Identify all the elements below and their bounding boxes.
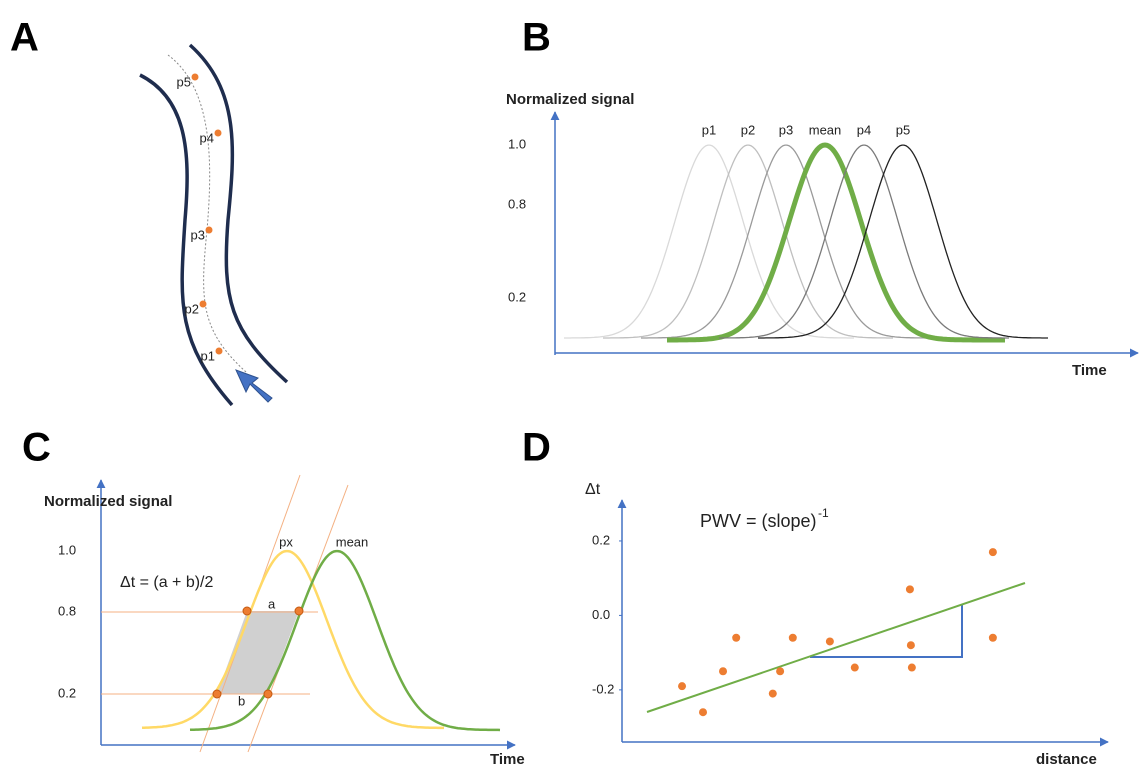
formula: Δt = (a + b)/2 <box>120 574 214 591</box>
curve <box>641 144 931 339</box>
panel-letter: C <box>22 426 51 470</box>
point <box>294 606 304 616</box>
curve-label: p2 <box>741 122 755 137</box>
point <box>906 641 915 650</box>
point <box>825 637 834 646</box>
chart-title-sup: -1 <box>818 506 829 520</box>
point <box>242 606 252 616</box>
point <box>719 667 728 676</box>
point <box>214 129 222 137</box>
panel-letter: A <box>10 16 39 60</box>
curve <box>758 144 1048 339</box>
x-axis-label: Time <box>1072 362 1107 379</box>
point <box>212 689 222 699</box>
x-axis-label: Time <box>490 751 525 768</box>
curve <box>189 549 501 732</box>
chart-title: PWV = (slope) <box>700 511 817 531</box>
point <box>699 708 708 717</box>
label: b <box>238 693 245 708</box>
point <box>732 633 741 642</box>
point <box>776 667 785 676</box>
y-tick-label: 1.0 <box>58 542 76 557</box>
point-label: p1 <box>201 348 215 363</box>
curve <box>141 549 444 730</box>
point <box>199 300 207 308</box>
panel-letter: B <box>522 16 551 60</box>
point <box>988 633 997 642</box>
curve-label: p3 <box>779 122 793 137</box>
point <box>191 73 199 81</box>
point-label: p3 <box>191 227 205 242</box>
y-axis-label: Normalized signal <box>506 91 634 108</box>
curve <box>667 142 1005 343</box>
panel-letter: D <box>522 426 551 470</box>
y-tick-label: 0.2 <box>58 685 76 700</box>
point <box>768 689 777 698</box>
vessel <box>139 43 289 407</box>
y-tick-label: 0.2 <box>508 289 526 304</box>
point-label: p4 <box>200 130 214 145</box>
point <box>850 663 859 672</box>
point <box>263 689 273 699</box>
y-tick-label: 1.0 <box>508 136 526 151</box>
curve <box>719 144 1009 339</box>
shaded-area <box>217 611 299 694</box>
point <box>988 548 997 557</box>
curve-label: px <box>279 534 293 549</box>
curve-label: p4 <box>857 122 871 137</box>
guides <box>101 474 349 753</box>
x-axis-label: distance <box>1036 751 1097 768</box>
curve-label: mean <box>809 122 842 137</box>
curve-label: p1 <box>702 122 716 137</box>
fit-line <box>646 582 1026 713</box>
point <box>205 226 213 234</box>
point <box>678 682 687 691</box>
y-tick-label: -0.2 <box>592 681 614 696</box>
curve-label: p5 <box>896 122 910 137</box>
y-axis-label: Δt <box>585 481 601 498</box>
y-tick-label: 0.2 <box>592 532 610 547</box>
y-axis-label: Normalized signal <box>44 493 172 510</box>
curve <box>564 144 854 339</box>
point-label: p5 <box>177 74 191 89</box>
point <box>215 347 223 355</box>
y-tick-label: 0.8 <box>508 196 526 211</box>
point <box>788 633 797 642</box>
curve <box>603 144 893 339</box>
y-tick-label: 0.8 <box>58 603 76 618</box>
slope-triangle <box>810 604 963 658</box>
curve-label: mean <box>336 534 369 549</box>
label: a <box>268 596 276 611</box>
point-label: p2 <box>185 301 199 316</box>
point <box>907 663 916 672</box>
point <box>905 585 914 594</box>
y-tick-label: 0.0 <box>592 607 610 622</box>
